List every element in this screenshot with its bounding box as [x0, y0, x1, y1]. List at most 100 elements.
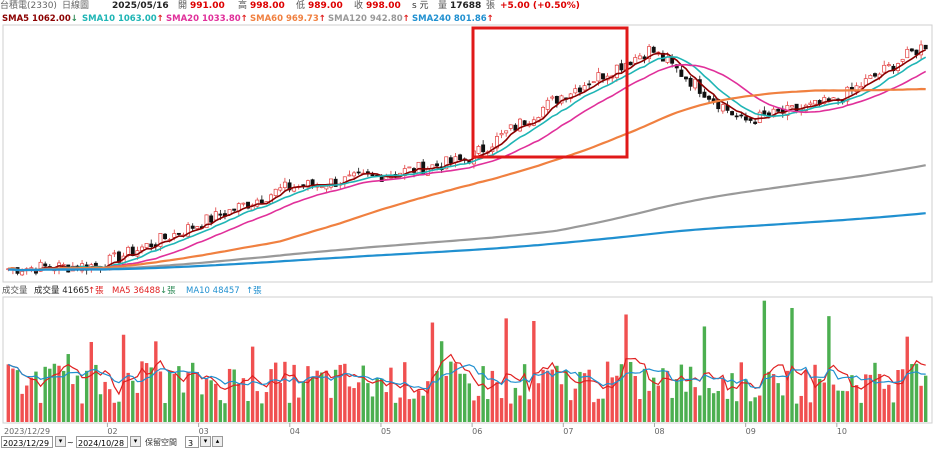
volume-bar: [490, 370, 495, 422]
volume-bar: [555, 365, 559, 422]
ma-legend-sma10: SMA10 1063.00↑: [82, 13, 164, 25]
volume-bar: [273, 362, 278, 422]
candle-body: [329, 178, 333, 188]
volume-bar: [149, 367, 153, 422]
volume-bar: [822, 382, 826, 422]
volume-bar: [218, 400, 223, 422]
keep-space-field[interactable]: 3: [185, 436, 199, 448]
volume-current: 成交量 41665: [34, 286, 90, 296]
candle-body: [163, 233, 167, 240]
candle-body: [112, 252, 117, 255]
volume-bar: [711, 393, 716, 422]
ma-legend-sma5-text: SMA5 1062.00: [2, 14, 71, 24]
candle-body: [209, 215, 214, 223]
candle-body: [347, 174, 352, 177]
from-date-field[interactable]: 2023/12/29: [1, 436, 53, 448]
volume-bar: [292, 364, 296, 422]
to-date-dropdown-icon[interactable]: ▾: [130, 436, 141, 447]
volume-bar: [559, 384, 564, 422]
candle-body: [324, 185, 329, 190]
candle-body: [504, 130, 509, 134]
open-value: 991.00: [190, 1, 225, 11]
volume-ma10-arrow: ↑張: [246, 286, 262, 296]
candle-body: [29, 267, 34, 269]
volume-bar: [504, 318, 508, 422]
candle-body: [688, 77, 693, 87]
volume-bar: [462, 373, 467, 422]
volume-bar: [214, 383, 218, 422]
candle-body: [905, 49, 910, 59]
to-date-field[interactable]: 2024/10/28: [76, 436, 128, 448]
volume-bar: [181, 392, 186, 422]
volume-bar: [361, 365, 365, 422]
candle-body: [923, 44, 928, 50]
volume-bar: [98, 394, 103, 422]
highlight-rectangle: [471, 26, 629, 159]
volume-bar: [384, 392, 389, 422]
candle-body: [495, 136, 499, 149]
candle-body: [720, 104, 725, 112]
candle-body: [407, 166, 412, 169]
from-date-dropdown-icon[interactable]: ▾: [55, 436, 66, 447]
candle-body: [61, 264, 66, 266]
candle-body: [628, 61, 633, 66]
volume-bar: [94, 364, 98, 422]
volume-ma5-arrow: ↓張: [160, 286, 176, 296]
candlestick-chart[interactable]: 2023/12/29 02 03 04 05 06 07 08 09 10: [0, 0, 936, 436]
keep-space-up-icon[interactable]: ▴: [212, 436, 223, 447]
volume-bar: [509, 403, 513, 422]
x-axis-labels: 2023/12/29 02 03 04 05 06 07 08 09 10: [4, 427, 847, 436]
candle-body: [218, 213, 223, 216]
volume-bar: [186, 372, 190, 422]
volume-bar: [398, 397, 402, 422]
volume-bar: [476, 395, 481, 422]
volume-current-arrow: ↑張: [88, 286, 104, 296]
ma-line-sma10: [8, 56, 927, 272]
volume-bars-group: [6, 300, 928, 422]
volume-bar: [628, 361, 633, 422]
volume-bar: [43, 366, 47, 422]
candle-body: [637, 55, 642, 60]
close-label: 收: [354, 1, 364, 11]
volume-bar: [601, 398, 605, 422]
volume-bar: [665, 370, 670, 422]
volume-bar: [439, 341, 444, 422]
candle-body: [195, 226, 200, 229]
volume-bar: [287, 402, 292, 422]
volume-bar: [804, 370, 808, 422]
volume-bar: [347, 386, 352, 422]
volume-bar: [177, 366, 181, 422]
volume-bar: [449, 361, 453, 422]
volume-bar: [38, 402, 43, 422]
volume-bar: [794, 403, 799, 422]
volume-bar: [232, 369, 236, 422]
candle-body: [259, 199, 264, 204]
volume-bar: [167, 370, 172, 422]
keep-space-down-icon[interactable]: ▾: [200, 436, 211, 447]
ma-legend-sma60-arrow: ↑: [318, 14, 326, 24]
volume-bar: [785, 370, 790, 422]
candle-body: [679, 69, 684, 77]
candle-body: [541, 107, 546, 118]
volume-bar: [333, 369, 338, 422]
volume-bar: [108, 389, 112, 422]
candle-body: [909, 48, 914, 52]
volume-bar: [836, 390, 840, 422]
candle-body: [776, 108, 781, 112]
volume-bar: [255, 391, 259, 422]
volume-label: 量: [438, 1, 448, 11]
x-label-month: 03: [199, 427, 209, 436]
x-label-month: 09: [746, 427, 756, 436]
ma-legend-sma10-text: SMA10 1063.00: [82, 14, 157, 24]
volume-bar: [301, 381, 306, 422]
volume-bar: [403, 362, 407, 422]
volume-bar: [52, 363, 57, 422]
volume-bar: [407, 399, 412, 422]
volume-bar: [315, 370, 319, 422]
date-separator: ~: [67, 438, 74, 447]
candle-body: [633, 57, 638, 64]
volume-bar: [172, 373, 176, 422]
volume-bar: [596, 398, 601, 422]
volume-bar: [200, 394, 204, 422]
open-label: 開: [178, 1, 188, 11]
